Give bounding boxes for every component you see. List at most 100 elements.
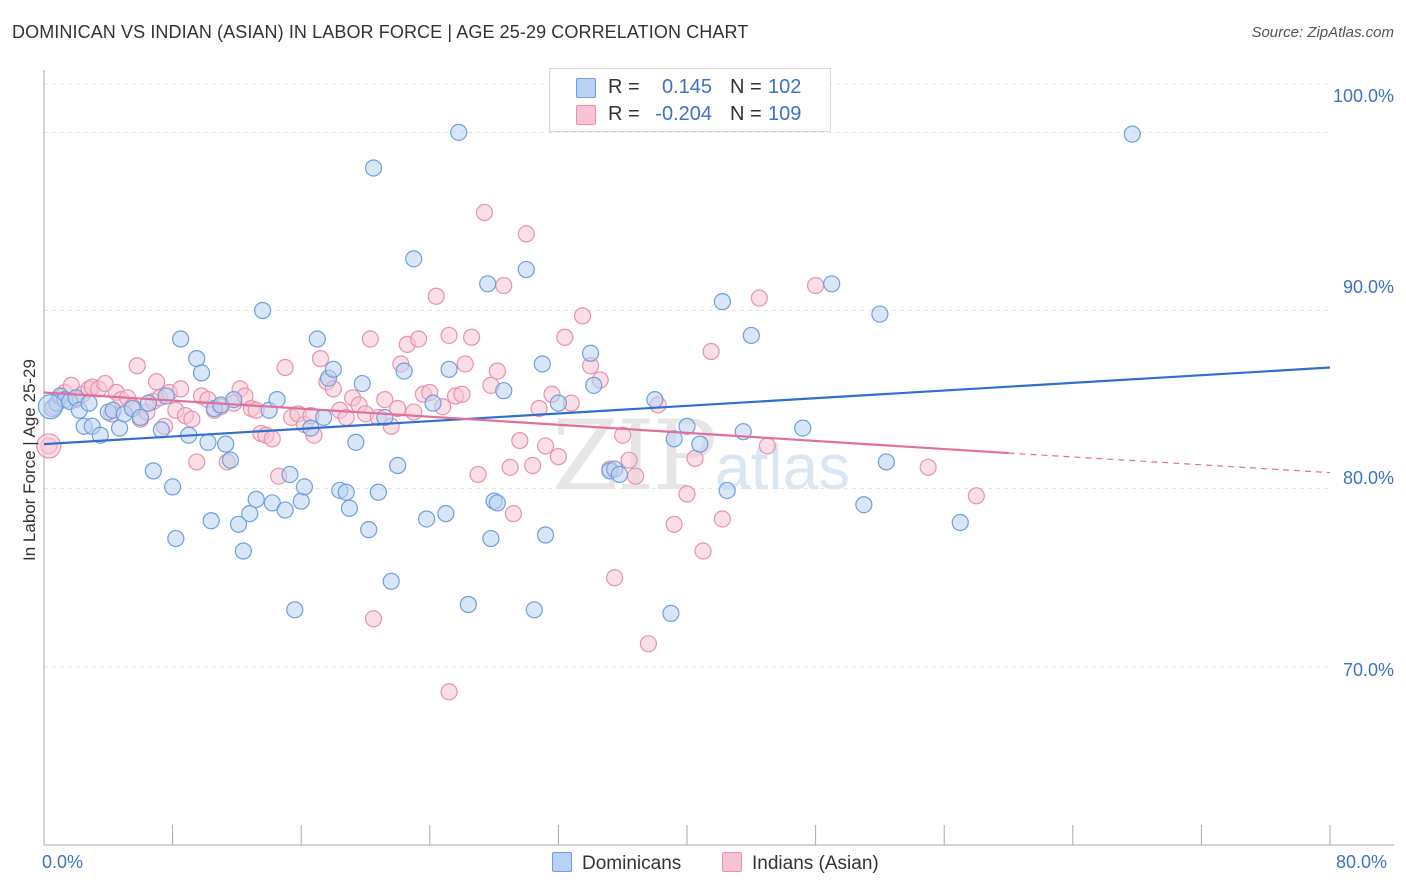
indians-asian-point <box>639 635 658 653</box>
legend-r-value: -0.204 <box>655 103 712 125</box>
dominicans-point <box>37 394 64 420</box>
grid-lines <box>44 83 1330 668</box>
dominicans-point <box>360 521 378 539</box>
dominicans-point <box>292 492 310 510</box>
dominicans-point <box>662 604 680 622</box>
indians-asian-point <box>524 456 542 475</box>
y-tick-label-70: 70.0% <box>1342 660 1394 680</box>
dominicans-point <box>823 275 841 293</box>
indians-asian-point <box>276 358 294 377</box>
dominicans-point <box>295 478 314 496</box>
indians-asian-point <box>311 350 330 368</box>
indians-asian-point <box>128 357 146 375</box>
y-tick-label-80: 80.0% <box>1342 468 1394 488</box>
indians-asian-point <box>488 362 506 380</box>
indians-asian-point <box>389 399 407 418</box>
dominicans-point <box>188 350 206 368</box>
indians-trend-line <box>43 391 1009 455</box>
indians-asian-point <box>453 385 471 403</box>
y-tick-label-90: 90.0% <box>1342 277 1394 297</box>
indians-asian-point <box>614 426 632 444</box>
indians-asian-point <box>475 203 494 222</box>
indians-asian-point <box>188 453 206 471</box>
indians-asian-point <box>665 515 683 533</box>
legend-swatch-dominicans <box>552 852 572 872</box>
indians-asian-point <box>511 431 529 450</box>
indians-asian-points <box>36 203 985 701</box>
dominicans-point <box>440 360 458 378</box>
dominicans-point <box>172 330 190 348</box>
legend-swatch-dominicans <box>576 78 596 98</box>
indians-asian-point <box>361 330 379 348</box>
dominicans-point <box>340 499 359 517</box>
legend-n-label: N = <box>730 76 762 98</box>
dominicans-point <box>482 529 500 548</box>
indians-asian-point <box>686 449 704 467</box>
indians-asian-point <box>702 342 720 361</box>
dominicans-point <box>525 601 543 619</box>
indians-asian-point <box>376 390 394 409</box>
dominicans-point <box>855 496 873 514</box>
legend-r-value: 0.145 <box>661 76 712 98</box>
axes <box>43 70 1394 846</box>
dominicans-point <box>877 453 895 471</box>
dominicans-point <box>192 364 211 382</box>
legend-row-indians: R = -0.204 N = 109 <box>550 101 830 127</box>
dominicans-point <box>241 505 259 523</box>
legend-row-dominicans: R = 0.145 N = 102 <box>550 74 830 100</box>
dominicans-point <box>286 601 304 619</box>
indians-asian-point <box>469 465 487 484</box>
dominicans-point <box>718 481 736 500</box>
indians-asian-point <box>147 373 166 391</box>
dominicans-point <box>152 421 170 439</box>
dominicans-point <box>364 159 383 177</box>
indians-asian-point <box>678 485 696 503</box>
watermark-atlas: atlas <box>715 431 851 503</box>
dominicans-point <box>157 387 175 405</box>
legend-swatch-indians <box>722 852 742 872</box>
y-axis-label: In Labor Force | Age 25-29 <box>20 359 39 561</box>
dominicans-point <box>495 382 513 400</box>
dominicans-point <box>450 123 468 141</box>
indians-asian-point <box>694 542 712 560</box>
dominicans-point <box>268 390 286 409</box>
dominicans-point <box>144 462 162 480</box>
indians-asian-point <box>440 683 458 701</box>
indians-asian-point <box>427 287 445 305</box>
indians-asian-point <box>573 307 592 325</box>
dominicans-point <box>1123 125 1141 143</box>
dominicans-point <box>315 408 333 427</box>
dominicans-point <box>395 362 413 380</box>
indians-trend-line-extension <box>1008 452 1331 474</box>
indians-asian-point <box>626 467 645 485</box>
dominicans-point <box>585 376 603 394</box>
dominicans-point <box>167 529 185 548</box>
indians-asian-point <box>606 569 624 587</box>
dominicans-point <box>389 456 407 475</box>
legend-label-indians: Indians (Asian) <box>752 853 879 874</box>
dominicans-point <box>221 451 240 469</box>
dominicans-point <box>263 494 281 512</box>
dominicans-point <box>794 419 812 437</box>
dominicans-point <box>217 435 235 453</box>
dominicans-point <box>347 433 365 451</box>
legend-item-indians[interactable]: Indians (Asian) <box>722 852 879 875</box>
dominicans-point <box>202 512 220 530</box>
dominicans-point <box>382 572 400 590</box>
dominicans-point <box>229 515 248 533</box>
dominicans-point <box>437 505 455 523</box>
indians-asian-point <box>536 437 555 455</box>
indians-asian-point <box>758 437 776 455</box>
chart-title: DOMINICAN VS INDIAN (ASIAN) IN LABOR FOR… <box>12 22 749 42</box>
indians-asian-point <box>556 328 574 346</box>
legend-r-label: R = <box>608 103 640 125</box>
legend-n-value: 109 <box>768 103 802 125</box>
y-tick-label-100: 100.0% <box>1332 86 1394 106</box>
indians-asian-point <box>517 225 535 243</box>
indians-asian-point <box>919 458 937 476</box>
legend-item-dominicans[interactable]: Dominicans <box>552 852 681 875</box>
indians-asian-point <box>806 276 825 295</box>
correlation-legend: R = 0.145 N = 102 R = -0.204 N = 109 <box>549 68 831 132</box>
dominicans-point <box>488 494 506 512</box>
